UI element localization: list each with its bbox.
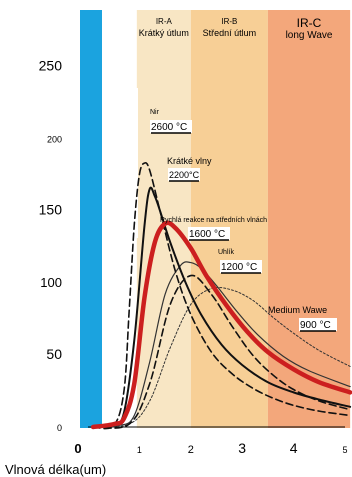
series-name-5: Medium Wawe [268, 305, 327, 315]
series-temp-box-4 [220, 260, 262, 273]
blue-sidebar [80, 10, 102, 428]
series-name-2: Krátké vlny [167, 156, 212, 166]
band-name-3: long Wave [286, 30, 333, 41]
y-tick-label: 50 [46, 346, 62, 362]
band-code-3: IR-C [297, 16, 322, 30]
series-temp-4: 1200 °C [221, 262, 257, 273]
series-name-3: Rychlá reakce na středních vlnách [160, 217, 267, 224]
series-line-1 [92, 161, 351, 430]
band-name-2: Střední útlum [203, 28, 257, 38]
series-temp-box-1 [150, 120, 192, 133]
x-tick-label: 0 [74, 441, 81, 456]
series-line-4 [92, 261, 351, 428]
x-tick-label: 3 [238, 440, 246, 456]
y-tick-label: 150 [39, 202, 63, 218]
band-name-1: Krátký útlum [139, 28, 189, 38]
series-name-4: Uhlík [218, 249, 234, 256]
series-line-2 [92, 186, 352, 428]
series-temp-3: 1600 °C [189, 229, 225, 240]
series-temp-2: 2200°C [169, 170, 200, 180]
x-tick-label: 2 [188, 444, 194, 456]
series-temp-box-2 [168, 168, 200, 181]
series-line-3 [90, 220, 352, 430]
x-axis-label: Vlnová délka(um) [5, 462, 106, 477]
y-tick-label: 200 [47, 135, 62, 145]
series-labels: Nir 2600 °C Krátké vlny 2200°C Rychlá reakce… [150, 109, 337, 332]
y-tick-label: 250 [39, 57, 63, 73]
band-3 [267, 10, 351, 428]
series-lines [90, 161, 352, 430]
tick-labels: 0 50 100 150 200 250 0 1 2 3 4 5 [39, 57, 348, 456]
band-code-1: IR-A [156, 17, 173, 26]
series-temp-box-5 [299, 318, 337, 331]
x-tick-label: 1 [137, 445, 142, 455]
white-column [110, 88, 138, 238]
y-tick-label: 0 [57, 423, 62, 433]
band-code-2: IR-B [221, 17, 237, 26]
series-name-1: Nir [150, 109, 160, 116]
series-line-5 [92, 286, 351, 428]
spectral-bands: IR-A Krátký útlum IR-B Střední útlum IR-Clon… [136, 10, 351, 428]
series-temp-box-3 [188, 227, 230, 240]
series-temp-5: 900 °C [300, 320, 331, 331]
series-temp-1: 2600 °C [151, 122, 187, 133]
y-tick-label: 100 [40, 275, 62, 290]
x-tick-label: 5 [342, 445, 347, 455]
x-tick-label: 4 [290, 440, 298, 456]
series-line-6 [92, 274, 351, 429]
